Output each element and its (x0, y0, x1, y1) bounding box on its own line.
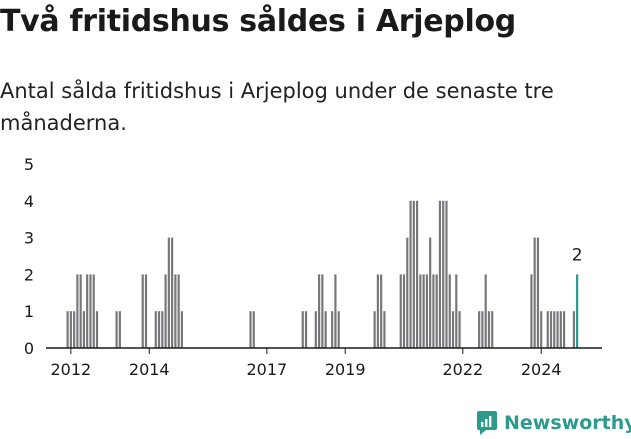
newsworthy-chart-icon (477, 411, 497, 435)
bar (553, 311, 556, 348)
bar (481, 311, 484, 348)
latest-value-label: 2 (572, 245, 583, 265)
bar (572, 311, 575, 348)
bar (373, 311, 376, 348)
bar (161, 311, 164, 348)
bar (556, 311, 559, 348)
bar (559, 311, 562, 348)
bar (458, 311, 461, 348)
bar (549, 311, 553, 348)
brand-name: Newsworthy (504, 412, 631, 434)
bar (536, 237, 540, 348)
bar (445, 200, 448, 348)
bar (69, 311, 72, 348)
bar (448, 274, 451, 348)
bar (478, 311, 481, 348)
y-tick-label: 5 (24, 155, 34, 174)
newsworthy-logo: Newsworthy (476, 408, 631, 438)
bar (86, 274, 89, 348)
bar (406, 237, 409, 348)
bar-latest (576, 274, 579, 348)
bar (380, 274, 383, 348)
bar (73, 311, 76, 348)
y-tick-label: 2 (24, 265, 34, 284)
chart-subtitle: Antal sålda fritidshus i Arjeplog under … (0, 79, 554, 135)
bar (491, 311, 494, 348)
bar (95, 311, 99, 348)
bar (115, 311, 118, 348)
bar (429, 237, 432, 348)
x-tick-label: 2017 (246, 360, 287, 379)
bar (157, 311, 161, 348)
bar (399, 274, 402, 348)
bar-chart: 0 1 2 3 4 5 2012 2014 2017 2019 2022 2024 2 (24, 155, 602, 379)
x-tick-label: 2012 (51, 360, 92, 379)
bar (438, 200, 442, 348)
y-tick-label: 3 (24, 229, 34, 248)
bar (171, 237, 174, 348)
bar (416, 200, 419, 348)
y-tick-label: 1 (24, 302, 34, 321)
bar (324, 311, 327, 348)
bar (164, 274, 167, 348)
bar (314, 311, 317, 348)
bar (249, 311, 252, 348)
bar (304, 311, 308, 348)
bar (383, 311, 386, 348)
x-tick-label: 2024 (521, 360, 562, 379)
bar (422, 274, 425, 348)
bar (409, 200, 412, 348)
bar (321, 274, 324, 348)
y-axis: 0 1 2 3 4 5 (24, 155, 34, 358)
bar (154, 311, 157, 348)
bar (167, 237, 170, 348)
bar (442, 200, 445, 348)
bar (432, 274, 435, 348)
bar (435, 274, 438, 348)
bar (141, 274, 144, 348)
bar (546, 311, 549, 348)
bar (318, 274, 321, 348)
bar (484, 274, 487, 348)
bar (118, 311, 121, 348)
bar (79, 274, 82, 348)
chart-title: Två fritidshus såldes i Arjeplog (0, 4, 516, 39)
bar (331, 311, 334, 348)
bar (376, 274, 379, 348)
y-tick-label: 4 (24, 192, 34, 211)
x-tick-label: 2019 (325, 360, 366, 379)
annotations: 2 (572, 245, 583, 265)
bar (89, 274, 92, 348)
bar (180, 311, 183, 348)
bar (540, 311, 543, 348)
bar (334, 274, 337, 348)
bar (402, 274, 406, 348)
bar (92, 274, 95, 348)
bar (337, 311, 340, 348)
bars (66, 200, 579, 348)
bar (455, 274, 458, 348)
bar (530, 274, 533, 348)
x-tick-label: 2014 (129, 360, 170, 379)
bar (562, 311, 566, 348)
y-tick-label: 0 (24, 339, 34, 358)
bar (177, 274, 180, 348)
bar (82, 311, 86, 348)
bar (301, 311, 304, 348)
bar (419, 274, 422, 348)
x-tick-label: 2022 (442, 360, 483, 379)
bar (66, 311, 69, 348)
bar (174, 274, 177, 348)
x-axis: 2012 2014 2017 2019 2022 2024 (51, 348, 562, 379)
bar (533, 237, 536, 348)
bar (252, 311, 255, 348)
bar (412, 200, 415, 348)
bar (144, 274, 148, 348)
bar (451, 311, 455, 348)
bar (76, 274, 79, 348)
bar (425, 274, 428, 348)
bar (487, 311, 491, 348)
